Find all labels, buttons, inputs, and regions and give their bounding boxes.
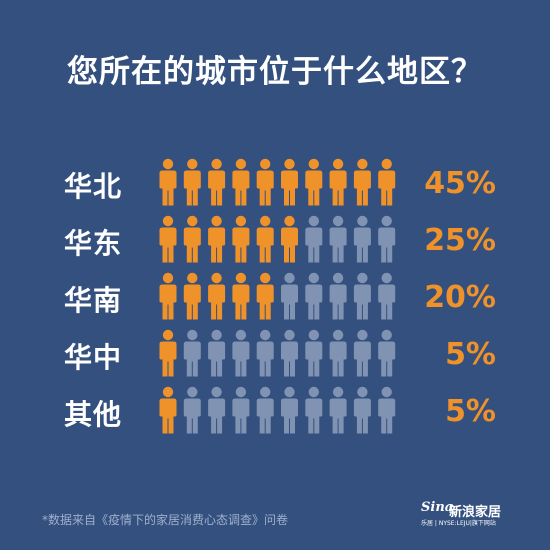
person-icon-filled bbox=[208, 215, 226, 263]
person-icon-empty bbox=[329, 329, 347, 377]
person-icon-filled bbox=[305, 158, 323, 206]
person-icon-empty bbox=[232, 329, 250, 377]
person-icon-filled bbox=[281, 215, 298, 263]
icon-row-svg bbox=[159, 386, 396, 434]
person-icon-empty bbox=[281, 386, 298, 434]
brand-name: 新浪家居 bbox=[449, 505, 502, 520]
person-icon-filled bbox=[208, 158, 226, 206]
person-icon-filled bbox=[159, 158, 177, 206]
icon-row bbox=[158, 272, 398, 324]
person-icon-filled bbox=[159, 272, 177, 320]
person-icon-filled bbox=[183, 272, 201, 320]
icon-row bbox=[158, 329, 398, 381]
person-icon-filled bbox=[256, 272, 274, 320]
person-icon-empty bbox=[281, 329, 298, 377]
person-icon-filled bbox=[256, 215, 274, 263]
person-icon-filled bbox=[232, 272, 250, 320]
person-icon-empty bbox=[378, 329, 396, 377]
person-icon-filled bbox=[329, 158, 347, 206]
category-label: 华南 bbox=[64, 284, 123, 317]
icon-row-svg bbox=[159, 158, 396, 206]
chart-title: 您所在的城市位于什么地区？ bbox=[67, 54, 483, 90]
sina-logo-text: Sina bbox=[421, 500, 454, 515]
footnote: *数据来自《疫情下的家居消费心态调查》问卷 bbox=[42, 513, 289, 527]
person-icon-filled bbox=[256, 158, 274, 206]
person-icon-filled bbox=[232, 215, 250, 263]
person-icon-empty bbox=[305, 386, 323, 434]
person-icon-empty bbox=[353, 386, 371, 434]
value-label: 45% bbox=[424, 166, 496, 201]
person-icon-empty bbox=[232, 386, 250, 434]
category-label: 华中 bbox=[64, 341, 123, 374]
person-icon-empty bbox=[183, 386, 201, 434]
brand-subtitle: 乐居 | NYSE:LEJU|旗下网站 bbox=[421, 520, 496, 527]
person-icon-empty bbox=[353, 272, 371, 320]
value-label: 20% bbox=[424, 280, 496, 315]
category-label: 其他 bbox=[64, 398, 123, 431]
value-label: 5% bbox=[445, 337, 496, 372]
category-label: 华北 bbox=[64, 170, 123, 203]
person-icon-empty bbox=[305, 215, 323, 263]
icon-row bbox=[158, 158, 398, 210]
person-icon-empty bbox=[378, 386, 396, 434]
icon-row bbox=[158, 215, 398, 267]
person-icon-empty bbox=[183, 329, 201, 377]
person-icon-empty bbox=[378, 215, 396, 263]
person-icon-empty bbox=[305, 329, 323, 377]
person-icon-empty bbox=[353, 215, 371, 263]
brand-logo: Sina 新浪家居 乐居 | NYSE:LEJU|旗下网站 bbox=[421, 500, 521, 528]
person-icon-filled bbox=[183, 158, 201, 206]
person-icon-filled bbox=[281, 158, 298, 206]
icon-row-svg bbox=[159, 215, 396, 263]
person-icon-empty bbox=[329, 215, 347, 263]
person-icon-filled bbox=[378, 158, 396, 206]
person-icon-filled bbox=[159, 215, 177, 263]
person-icon-filled bbox=[159, 386, 177, 434]
person-icon-empty bbox=[208, 329, 226, 377]
category-label: 华东 bbox=[64, 227, 123, 260]
icon-row-svg bbox=[159, 329, 396, 377]
value-label: 5% bbox=[445, 394, 496, 429]
person-icon-filled bbox=[183, 215, 201, 263]
value-label: 25% bbox=[424, 223, 496, 258]
person-icon-filled bbox=[232, 158, 250, 206]
person-icon-empty bbox=[329, 272, 347, 320]
icon-row-svg bbox=[159, 272, 396, 320]
person-icon-empty bbox=[256, 386, 274, 434]
person-icon-empty bbox=[281, 272, 298, 320]
person-icon-filled bbox=[159, 329, 177, 377]
person-icon-empty bbox=[305, 272, 323, 320]
person-icon-empty bbox=[378, 272, 396, 320]
person-icon-empty bbox=[208, 386, 226, 434]
person-icon-filled bbox=[208, 272, 226, 320]
person-icon-empty bbox=[353, 329, 371, 377]
person-icon-filled bbox=[353, 158, 371, 206]
person-icon-empty bbox=[256, 329, 274, 377]
person-icon-empty bbox=[329, 386, 347, 434]
icon-row bbox=[158, 386, 398, 438]
